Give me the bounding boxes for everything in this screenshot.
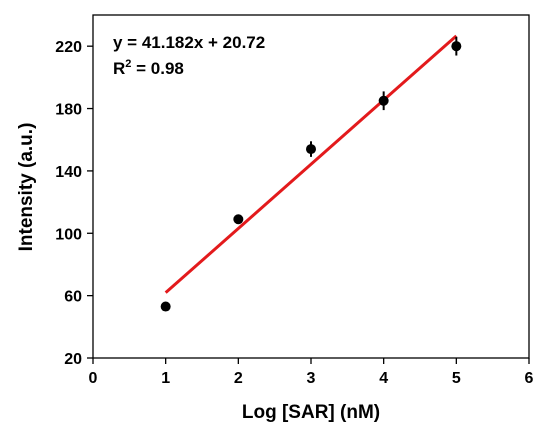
error-bars	[164, 36, 458, 310]
r2-prefix: R	[113, 59, 125, 78]
data-points	[160, 41, 462, 312]
equation-label: y = 41.182x + 20.72	[113, 33, 265, 52]
r-squared-label: R2 = 0.98	[113, 58, 184, 78]
r2-superscript: 2	[125, 58, 131, 70]
data-point	[451, 41, 462, 52]
x-tick-labels: 0 1 2 3 4 5 6	[89, 370, 534, 387]
axis-ticks	[87, 45, 530, 364]
y-axis-title: Intensity (a.u.)	[16, 123, 37, 252]
y-tick-label: 140	[55, 164, 82, 181]
x-tick-label: 1	[161, 370, 170, 387]
data-point	[378, 95, 389, 106]
x-tick-label: 6	[525, 370, 534, 387]
x-tick-label: 5	[452, 370, 461, 387]
y-tick-label: 100	[55, 226, 82, 243]
x-tick-label: 3	[307, 370, 316, 387]
y-tick-label: 20	[64, 351, 82, 368]
x-axis-title: Log [SAR] (nM)	[242, 402, 380, 423]
x-tick-label: 2	[234, 370, 243, 387]
x-tick-label: 4	[379, 370, 388, 387]
y-tick-label: 180	[55, 102, 82, 119]
y-tick-labels: 20 60 100 140 180 220	[55, 39, 82, 368]
x-tick-label: 0	[89, 370, 98, 387]
data-point	[306, 144, 316, 155]
data-point	[233, 214, 244, 225]
trendline	[164, 34, 458, 294]
data-point	[160, 301, 171, 312]
y-tick-label: 60	[64, 289, 82, 306]
r2-suffix: = 0.98	[131, 59, 183, 78]
y-tick-label: 220	[55, 39, 82, 56]
fit-layer	[164, 34, 458, 294]
